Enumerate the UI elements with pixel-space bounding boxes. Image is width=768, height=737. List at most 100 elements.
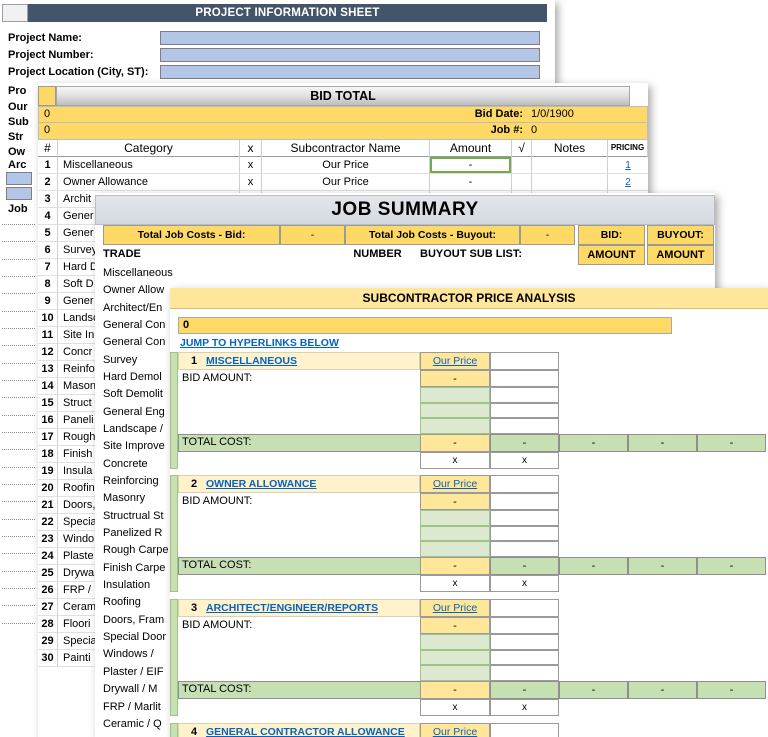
section-number: 2 (190, 478, 198, 490)
blank-green-cell (420, 510, 490, 526)
sub-analysis-zero-cell[interactable]: 0 (178, 317, 672, 334)
grid-cell (490, 665, 559, 682)
total-cost-value: - (559, 557, 628, 575)
blank-green-cell (420, 649, 490, 666)
our-price-cell[interactable]: Our Price (420, 475, 490, 493)
number-header: NUMBER (353, 248, 402, 260)
project-field-label-clipped: Our (8, 101, 28, 113)
pricing-link[interactable]: 1 (625, 160, 631, 171)
row-divider-dotted (2, 588, 35, 590)
bid-row-number: 26 (38, 582, 58, 599)
total-cost-value: - (559, 681, 628, 699)
bid-amount-value[interactable]: - (420, 370, 490, 387)
blank-green-cell (420, 665, 490, 682)
bid-amount-cell[interactable]: - (430, 174, 512, 191)
section-link[interactable]: MISCELLANEOUS (206, 355, 298, 367)
bid-row-number: 16 (38, 412, 58, 429)
trade-row: Doors, Fram (103, 613, 165, 626)
buyout-sub-list-header: BUYOUT SUB LIST: (420, 248, 523, 260)
row-divider-dotted (2, 518, 35, 520)
section-number: 3 (190, 602, 198, 614)
section-link[interactable]: OWNER ALLOWANCE (206, 478, 317, 490)
trade-row: Finish Carpe (103, 561, 166, 574)
bid-row-number: 1 (38, 157, 58, 174)
our-price-cell[interactable]: Our Price (420, 723, 490, 737)
section-link[interactable]: GENERAL CONTRACTOR ALLOWANCE (206, 726, 405, 737)
bid-row-number: 24 (38, 548, 58, 565)
project-field-input[interactable] (160, 65, 540, 79)
section-link[interactable]: ARCHITECT/ENGINEER/REPORTS (206, 602, 379, 614)
row-divider-dotted (2, 345, 35, 347)
section-header-bg (178, 352, 420, 370)
bid-row-number: 13 (38, 361, 58, 378)
jump-to-hyperlinks-link[interactable]: JUMP TO HYPERLINKS BELOW (180, 337, 339, 349)
bid-row-number: 27 (38, 599, 58, 616)
trade-row: Plaster / EIF (103, 665, 164, 678)
section-header-bg (178, 723, 420, 737)
trade-row: FRP / Marlit (103, 700, 161, 713)
bid-check-cell (512, 174, 532, 191)
trade-row: Masonry (103, 492, 146, 505)
trade-row: Architect/En (103, 301, 163, 314)
bid-row-number: 28 (38, 616, 58, 633)
row-divider-dotted (2, 484, 35, 486)
bid-info-row: 0 Bid Date: 1/0/1900 (38, 106, 648, 123)
total-job-costs-buyout-label: Total Job Costs - Buyout: (345, 225, 520, 245)
our-price-cell[interactable]: Our Price (420, 599, 490, 617)
our-price-link[interactable]: Our Price (432, 726, 478, 737)
our-price-link[interactable]: Our Price (432, 355, 478, 367)
bid-column-header-row: # Category x Subcontractor Name Amount √… (38, 140, 648, 157)
x-flag-cell: x (420, 575, 490, 592)
trade-row: Miscellaneous (103, 267, 173, 279)
bid-row: 1 Miscellaneous x Our Price -1 (38, 157, 648, 174)
total-cost-value: - (628, 557, 697, 575)
bid-row-number: 29 (38, 633, 58, 650)
blue-input-cell[interactable] (6, 172, 32, 185)
x-flag-cell: x (420, 699, 490, 716)
bid-row-number: 3 (38, 191, 58, 208)
row-divider-dotted (2, 276, 35, 278)
row-divider-dotted (2, 553, 35, 555)
project-field-input[interactable] (160, 31, 540, 45)
column-header-notes: Notes (532, 140, 608, 157)
trade-row: Concrete (103, 457, 148, 470)
trade-row: Rough Carpe (103, 544, 169, 557)
trade-header: TRADE (103, 248, 141, 260)
job-info-left-value: 0 (44, 124, 51, 136)
our-price-link[interactable]: Our Price (432, 602, 478, 614)
bid-amount-cell[interactable]: - (430, 157, 512, 174)
grid-cell (490, 387, 559, 403)
pricing-link[interactable]: 2 (625, 177, 631, 188)
bid-amount-value[interactable]: - (420, 617, 490, 634)
grid-cell (490, 649, 559, 666)
bid-corner-cell (38, 86, 56, 106)
project-field-input[interactable] (160, 48, 540, 62)
grid-cell (490, 617, 559, 634)
job-number-value: 0 (531, 124, 538, 136)
our-price-cell[interactable]: Our Price (420, 352, 490, 370)
total-job-costs-buyout-value: - (520, 225, 575, 245)
trade-row: Survey (103, 353, 138, 366)
total-cost-our-price-value: - (420, 681, 490, 699)
bid-subcontractor-cell: Our Price (262, 174, 430, 191)
bid-row: 2 Owner Allowance x Our Price -2 (38, 174, 648, 191)
row-divider-dotted (2, 414, 35, 416)
trade-row: General Eng (103, 405, 165, 418)
bid-amount-value[interactable]: - (420, 493, 490, 510)
row-divider-dotted (2, 501, 35, 503)
column-header-subcontractor: Subcontractor Name (262, 140, 430, 157)
our-price-link[interactable]: Our Price (432, 478, 478, 490)
blank-green-cell (420, 387, 490, 403)
trade-row: Roofing (103, 596, 141, 609)
blue-input-cell[interactable] (6, 187, 32, 200)
sub-analysis-title: SUBCONTRACTOR PRICE ANALYSIS (170, 288, 768, 309)
grid-cell (490, 493, 559, 510)
row-divider-dotted (2, 536, 35, 538)
bid-info-left-value: 0 (44, 108, 51, 120)
bid-category-cell: Owner Allowance (58, 174, 240, 191)
grid-cell (490, 510, 559, 526)
section-header-bg (178, 475, 420, 493)
section-left-strip (170, 475, 178, 592)
bid-row-number: 25 (38, 565, 58, 582)
